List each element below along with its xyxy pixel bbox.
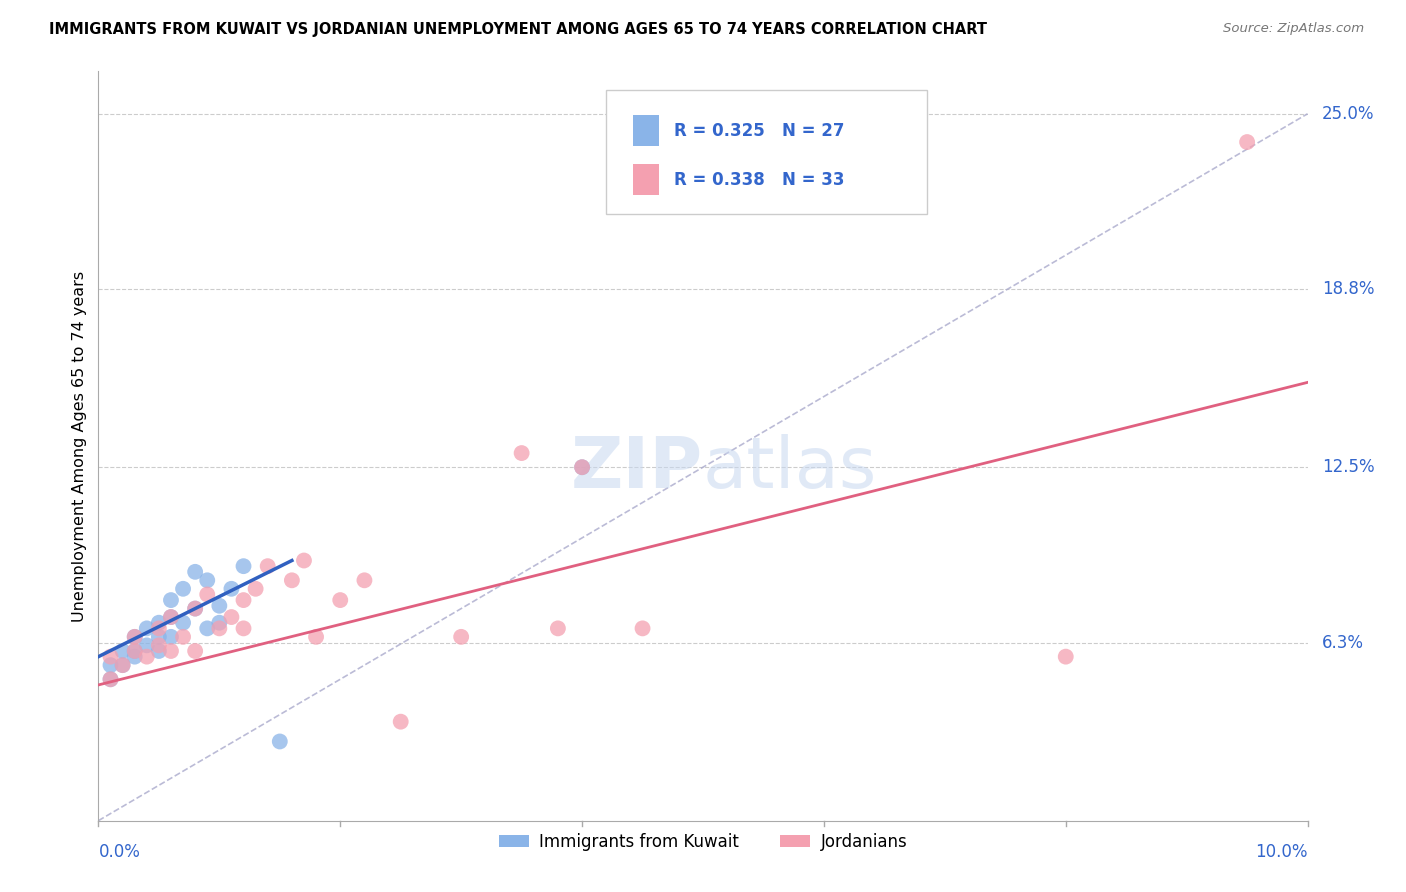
Point xyxy=(208,615,231,630)
Legend: Immigrants from Kuwait, Jordanians: Immigrants from Kuwait, Jordanians xyxy=(492,826,914,857)
Point xyxy=(305,630,328,644)
Point xyxy=(450,630,472,644)
Point xyxy=(160,644,183,658)
Point xyxy=(292,553,315,567)
Text: 0.0%: 0.0% xyxy=(98,843,141,862)
Point xyxy=(172,582,194,596)
Point xyxy=(124,630,146,644)
Text: R = 0.325   N = 27: R = 0.325 N = 27 xyxy=(673,121,845,140)
Point xyxy=(148,615,170,630)
Point xyxy=(184,601,207,615)
Point xyxy=(124,644,146,658)
Point xyxy=(111,644,134,658)
Point xyxy=(148,621,170,635)
Point xyxy=(208,621,231,635)
Point xyxy=(148,638,170,652)
Point xyxy=(195,587,218,601)
Point xyxy=(281,574,304,588)
Point xyxy=(160,593,183,607)
Point xyxy=(124,649,146,664)
Point xyxy=(148,630,170,644)
Point xyxy=(124,644,146,658)
Point xyxy=(195,574,218,588)
Y-axis label: Unemployment Among Ages 65 to 74 years: Unemployment Among Ages 65 to 74 years xyxy=(72,270,87,622)
Text: 6.3%: 6.3% xyxy=(1322,633,1364,651)
Point xyxy=(135,649,157,664)
Text: 10.0%: 10.0% xyxy=(1256,843,1308,862)
Text: Source: ZipAtlas.com: Source: ZipAtlas.com xyxy=(1223,22,1364,36)
Point xyxy=(547,621,569,635)
Text: atlas: atlas xyxy=(703,434,877,503)
Point xyxy=(571,460,593,475)
Point xyxy=(232,621,254,635)
Text: 12.5%: 12.5% xyxy=(1322,458,1375,476)
Point xyxy=(232,593,254,607)
Point xyxy=(221,582,243,596)
Point xyxy=(571,460,593,475)
Point xyxy=(221,610,243,624)
Point xyxy=(184,565,207,579)
Point xyxy=(111,658,134,673)
Point xyxy=(184,601,207,615)
Point xyxy=(172,615,194,630)
FancyBboxPatch shape xyxy=(633,164,659,195)
Point xyxy=(160,610,183,624)
Point xyxy=(100,673,122,687)
Point xyxy=(208,599,231,613)
Point xyxy=(160,610,183,624)
Point xyxy=(631,621,654,635)
Text: 18.8%: 18.8% xyxy=(1322,280,1375,298)
Text: 25.0%: 25.0% xyxy=(1322,104,1375,123)
Point xyxy=(195,621,218,635)
Point xyxy=(269,734,291,748)
Point xyxy=(160,630,183,644)
Text: ZIP: ZIP xyxy=(571,434,703,503)
Point xyxy=(232,559,254,574)
Text: R = 0.338   N = 33: R = 0.338 N = 33 xyxy=(673,170,845,188)
Text: IMMIGRANTS FROM KUWAIT VS JORDANIAN UNEMPLOYMENT AMONG AGES 65 TO 74 YEARS CORRE: IMMIGRANTS FROM KUWAIT VS JORDANIAN UNEM… xyxy=(49,22,987,37)
FancyBboxPatch shape xyxy=(606,90,927,214)
FancyBboxPatch shape xyxy=(633,115,659,146)
Point xyxy=(100,673,122,687)
Point xyxy=(124,630,146,644)
Point xyxy=(329,593,352,607)
Point xyxy=(389,714,412,729)
Point xyxy=(184,644,207,658)
Point xyxy=(256,559,278,574)
Point xyxy=(245,582,267,596)
Point xyxy=(100,658,122,673)
Point xyxy=(510,446,533,460)
Point xyxy=(100,649,122,664)
Point xyxy=(1054,649,1077,664)
Point xyxy=(353,574,375,588)
Point xyxy=(172,630,194,644)
Point xyxy=(1236,135,1258,149)
Point xyxy=(135,638,157,652)
Point xyxy=(135,621,157,635)
Point xyxy=(148,644,170,658)
Point xyxy=(111,658,134,673)
